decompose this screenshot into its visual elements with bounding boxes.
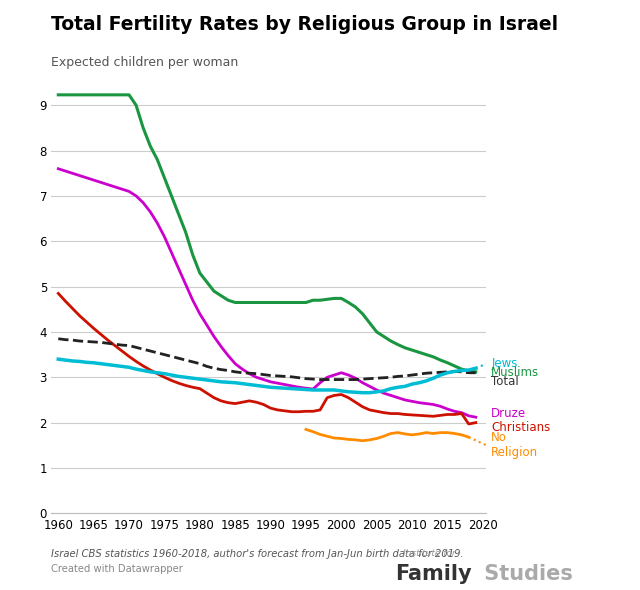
Text: Israel CBS statistics 1960-2018, author's forecast from Jan-Jun birth data for 2: Israel CBS statistics 1960-2018, author'… <box>51 549 464 559</box>
Text: Studies: Studies <box>477 564 573 584</box>
Text: Total: Total <box>492 375 519 388</box>
Text: Created with Datawrapper: Created with Datawrapper <box>51 564 183 574</box>
Text: Muslims: Muslims <box>492 366 540 379</box>
Text: No
Religion: No Religion <box>492 431 538 459</box>
Text: Druze: Druze <box>492 407 527 420</box>
Text: Total Fertility Rates by Religious Group in Israel: Total Fertility Rates by Religious Group… <box>51 15 558 34</box>
Text: Jews: Jews <box>492 357 518 370</box>
Text: Christians: Christians <box>492 421 550 434</box>
Text: Family: Family <box>396 564 472 584</box>
Text: Expected children per woman: Expected children per woman <box>51 56 239 69</box>
Text: Institute for: Institute for <box>403 549 456 558</box>
